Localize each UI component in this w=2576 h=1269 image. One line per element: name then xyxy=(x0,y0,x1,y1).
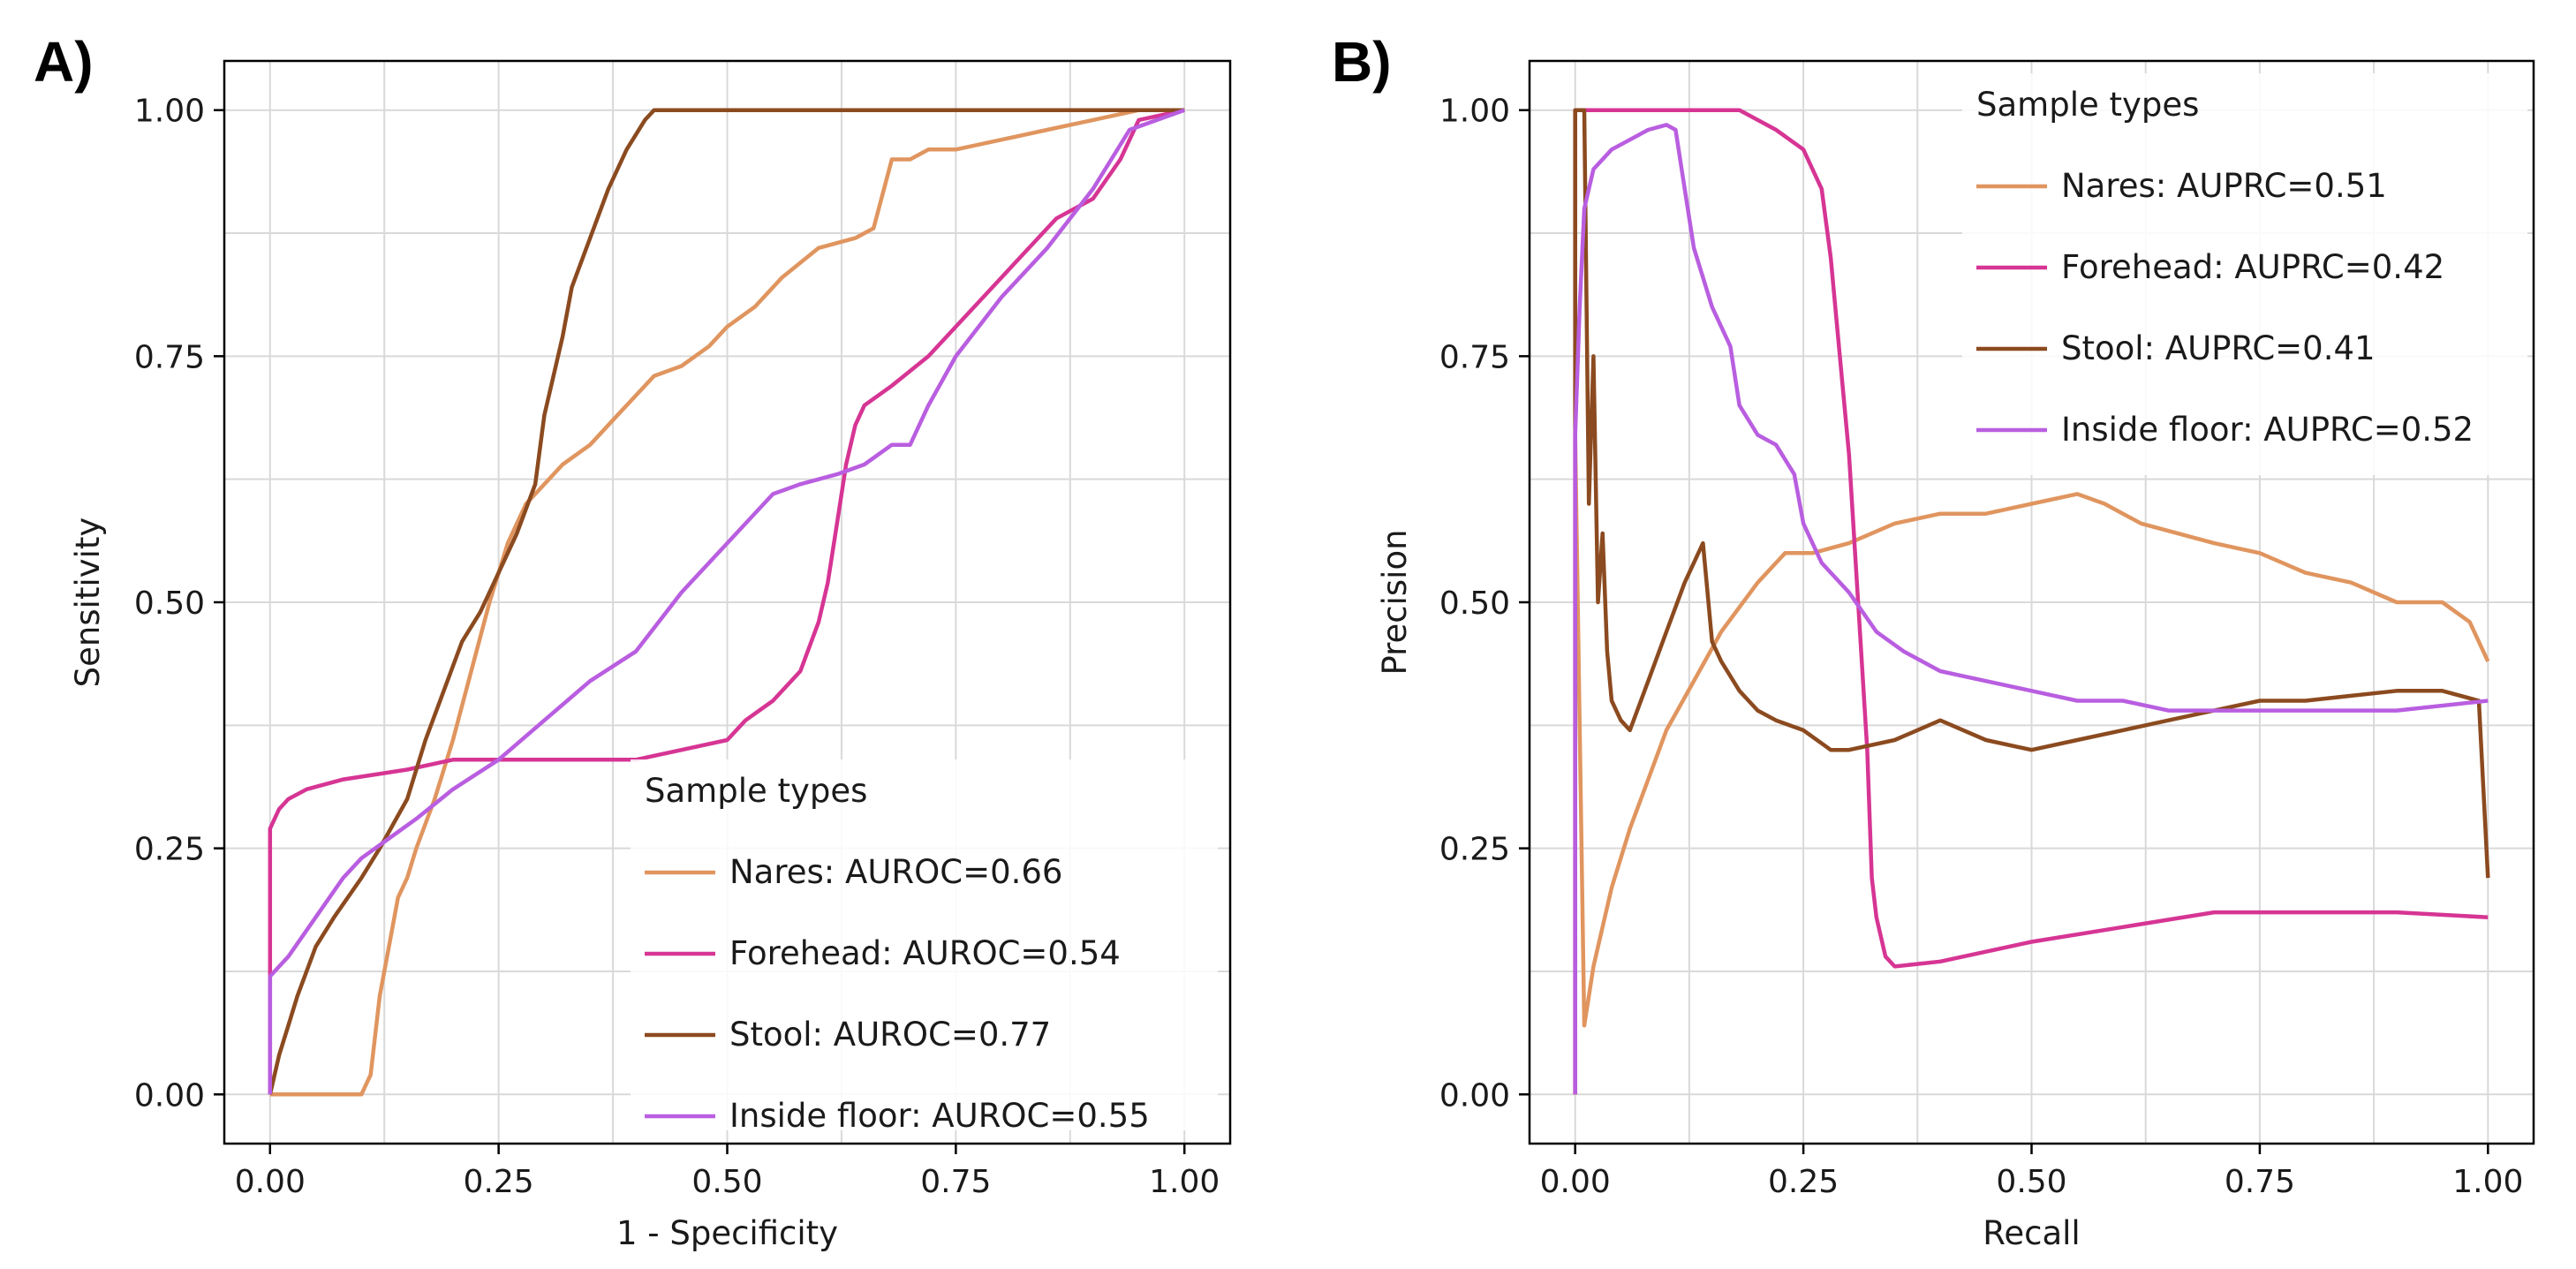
y-tick-label: 1.00 xyxy=(1439,94,1510,130)
y-tick-label: 0.00 xyxy=(1439,1077,1510,1114)
series-line-forehead xyxy=(268,108,1185,1095)
x-tick-label: 0.00 xyxy=(1540,1164,1611,1200)
legend-entry: Nares: AUPRC=0.51 xyxy=(2061,167,2387,205)
chart-panel-roc: A) 0.00 0.25 0.50 0.75 1.00 0.00 0.25 0.50 0.75 1.… xyxy=(34,30,1232,1252)
legend: Sample types Nares: AUPRC=0.51 Forehead: A… xyxy=(1962,73,2527,475)
x-tick-label: 0.25 xyxy=(464,1164,534,1200)
legend-entry: Stool: AUPRC=0.41 xyxy=(2061,329,2376,367)
chart-panel-pr: B) 0.00 0.25 0.50 0.75 1.00 0.00 0.25 0.50 0.75 1.… xyxy=(1332,30,2535,1252)
legend-box xyxy=(1962,73,2527,475)
x-tick-label: 0.50 xyxy=(1996,1164,2066,1200)
legend-entry: Forehead: AUROC=0.54 xyxy=(729,934,1121,972)
panel-label: A) xyxy=(34,30,94,94)
legend-entry: Nares: AUROC=0.66 xyxy=(729,853,1062,891)
series-line-stool xyxy=(1573,108,2490,1095)
x-tick-label: 0.25 xyxy=(1768,1164,1839,1200)
x-tick-label: 0.00 xyxy=(235,1164,306,1200)
y-tick-label: 1.00 xyxy=(134,94,205,130)
series-line-nares xyxy=(1573,433,2490,1095)
x-axis-label: 1 - Specificity xyxy=(616,1214,838,1252)
x-tick-label: 0.75 xyxy=(2225,1164,2295,1200)
y-tick-label: 0.50 xyxy=(134,585,205,622)
series-line-inside-floor xyxy=(268,108,1185,1095)
y-tick-label: 0.25 xyxy=(1439,832,1510,868)
legend-entry: Inside floor: AUROC=0.55 xyxy=(729,1097,1150,1135)
legend: Sample types Nares: AUROC=0.66 Forehead: A… xyxy=(631,759,1218,1135)
y-tick-label: 0.75 xyxy=(1439,339,1510,375)
legend-entry: Inside floor: AUPRC=0.52 xyxy=(2061,411,2474,449)
x-tick-label: 1.00 xyxy=(1149,1164,1220,1200)
x-tick-label: 1.00 xyxy=(2452,1164,2523,1200)
x-tick-label: 0.75 xyxy=(920,1164,991,1200)
legend-entry: Forehead: AUPRC=0.42 xyxy=(2061,248,2444,286)
y-tick-label: 0.75 xyxy=(134,339,205,375)
panel-label: B) xyxy=(1332,30,1392,94)
y-axis-label: Sensitivity xyxy=(69,517,107,688)
legend-box xyxy=(631,759,1218,1130)
legend-title: Sample types xyxy=(645,772,867,810)
y-axis-label: Precision xyxy=(1376,529,1414,675)
y-tick-label: 0.25 xyxy=(134,832,205,868)
x-tick-label: 0.50 xyxy=(691,1164,762,1200)
series-line-nares xyxy=(269,108,1185,1097)
series-line-forehead xyxy=(1573,108,2489,1095)
series-line-stool xyxy=(268,108,1185,1095)
legend-entry: Stool: AUROC=0.77 xyxy=(729,1016,1051,1054)
y-tick-label: 0.00 xyxy=(134,1077,205,1114)
legend-title: Sample types xyxy=(1976,86,2199,124)
y-tick-label: 0.50 xyxy=(1439,585,1510,622)
x-axis-label: Recall xyxy=(1983,1214,2080,1252)
series-line-inside-floor xyxy=(1573,123,2489,1095)
